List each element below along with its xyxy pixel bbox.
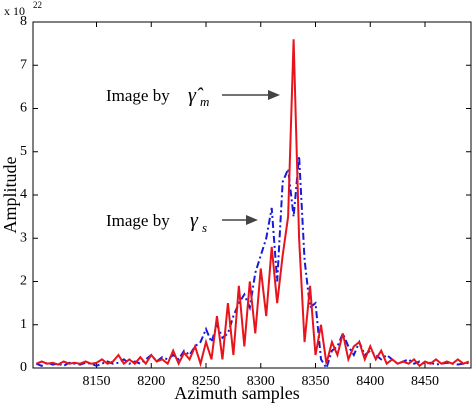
x-tick-label: 8300 bbox=[247, 374, 275, 389]
data-line bbox=[35, 155, 469, 368]
arrow-head bbox=[246, 215, 258, 225]
annotation-symbol: γ bbox=[190, 210, 199, 232]
y-tick-label: 0 bbox=[20, 360, 27, 375]
data-line bbox=[35, 39, 470, 368]
annotation: Image by bbox=[106, 211, 170, 230]
multiplier: x 10 bbox=[4, 4, 25, 18]
y-tick-label: 5 bbox=[20, 144, 27, 159]
y-tick-label: 6 bbox=[20, 101, 27, 116]
x-tick-label: 8400 bbox=[356, 374, 384, 389]
annotation: Image by bbox=[106, 86, 170, 105]
y-tick-label: 1 bbox=[20, 317, 27, 332]
y-axis-label: Amplitude bbox=[0, 156, 20, 233]
x-tick-label: 8250 bbox=[192, 374, 220, 389]
x-tick-label: 8200 bbox=[137, 374, 165, 389]
y-tick-label: 3 bbox=[20, 230, 27, 245]
plot-frame bbox=[32, 21, 472, 369]
x-tick-label: 8350 bbox=[302, 374, 330, 389]
annotation-subscript: m bbox=[200, 94, 209, 109]
x-tick-label: 8450 bbox=[411, 374, 439, 389]
x-tick-label: 8150 bbox=[83, 374, 111, 389]
y-tick-label: 4 bbox=[20, 187, 27, 202]
arrow-head bbox=[268, 90, 280, 100]
y-tick-label: 2 bbox=[20, 274, 27, 289]
y-tick-label: 7 bbox=[20, 57, 27, 72]
x-axis-label: Azimuth samples bbox=[174, 383, 299, 403]
multiplier-exponent: 22 bbox=[33, 0, 42, 10]
y-tick-label: 8 bbox=[20, 14, 27, 29]
annotation-subscript: s bbox=[202, 220, 207, 235]
